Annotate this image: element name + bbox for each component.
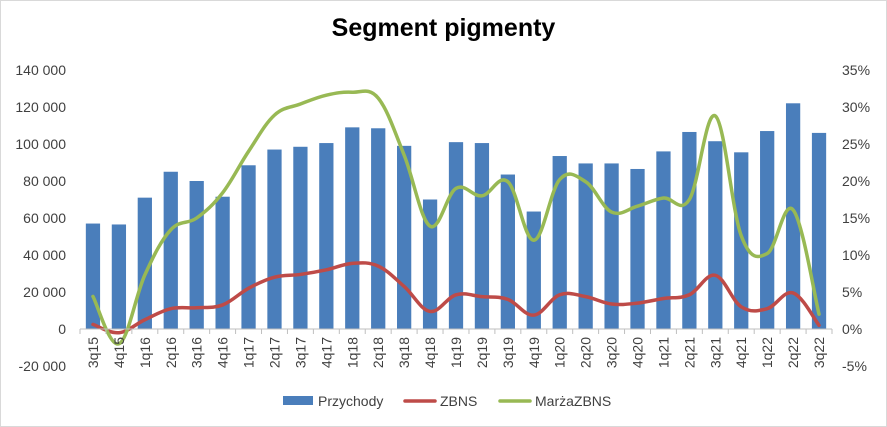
right-axis-tick-label: 25% xyxy=(842,136,870,152)
x-tick-label: 1q20 xyxy=(552,337,568,368)
line-zbns xyxy=(91,261,821,335)
left-axis-tick-label: 20 000 xyxy=(23,284,66,300)
x-tick-label: 4q20 xyxy=(630,337,646,368)
left-axis-tick-label: 60 000 xyxy=(23,210,66,226)
right-axis-tick-label: -5% xyxy=(842,358,867,374)
bar-przychody-1q18 xyxy=(345,127,360,329)
bar-przychody-2q19 xyxy=(474,143,490,329)
x-tick-label: 3q17 xyxy=(292,337,308,368)
x-tick-label: 3q15 xyxy=(85,337,101,368)
x-tick-label: 1q22 xyxy=(759,337,775,368)
bar-przychody-2q16 xyxy=(163,171,178,329)
right-axis-tick-label: 10% xyxy=(842,247,870,263)
line-marżazbns xyxy=(91,89,821,346)
bar-przychody-2q22 xyxy=(785,103,801,329)
x-tick-label: 1q17 xyxy=(241,337,257,368)
x-tick-label: 2q21 xyxy=(681,337,697,368)
bar-przychody-1q17 xyxy=(241,165,256,329)
x-tick-label: 4q21 xyxy=(733,337,749,368)
x-tick-label: 3q21 xyxy=(707,337,723,368)
legend-label-przychody: Przychody xyxy=(318,393,383,409)
x-tick-label: 1q18 xyxy=(344,337,360,368)
bar-przychody-3q19 xyxy=(500,174,515,329)
bar-przychody-3q17 xyxy=(293,146,308,329)
bar-przychody-1q16 xyxy=(137,197,152,329)
right-axis-labels: -5% 0% 5% 10% 15% 20% 25% 30% 35% xyxy=(842,62,870,374)
bar-przychody-4q18 xyxy=(422,199,438,329)
right-axis-tick-label: 30% xyxy=(842,99,870,115)
bar-przychody-3q21 xyxy=(708,141,723,329)
x-tick-label: 4q17 xyxy=(318,337,334,368)
x-tick-label: 4q16 xyxy=(215,337,231,368)
right-axis-tick-label: 5% xyxy=(842,284,862,300)
x-tick-label: 1q19 xyxy=(448,337,464,368)
x-tick-label: 3q18 xyxy=(396,337,412,368)
left-axis-tick-label: 100 000 xyxy=(15,136,66,152)
x-tick-label: 3q16 xyxy=(189,337,205,368)
x-tick-label: 4q18 xyxy=(422,337,438,368)
bar-przychody-3q22 xyxy=(811,132,827,329)
bar-przychody-4q21 xyxy=(734,152,749,329)
x-tick-label: 3q20 xyxy=(604,337,620,368)
bar-przychody-2q18 xyxy=(371,128,386,329)
bar-przychody-3q16 xyxy=(189,181,204,329)
left-axis-tick-label: 0 xyxy=(58,321,66,337)
x-tick-label: 1q21 xyxy=(655,337,671,368)
x-tick-label: 2q19 xyxy=(474,337,490,368)
bar-przychody-3q20 xyxy=(604,163,619,329)
bar-przychody-2q20 xyxy=(578,163,593,329)
x-tick-label: 2q22 xyxy=(785,337,801,368)
line-series-group xyxy=(91,89,821,346)
bar-przychody-4q15 xyxy=(111,224,127,329)
legend: Przychody ZBNS MarżaZBNS xyxy=(283,393,611,409)
right-axis-tick-label: 20% xyxy=(842,173,870,189)
left-axis-tick-label: 120 000 xyxy=(15,99,66,115)
bar-series-przychody xyxy=(85,103,827,329)
left-axis-tick-label: 40 000 xyxy=(23,247,66,263)
x-axis-labels: 3q15 4q15 1q16 2q16 3q16 4q16 1q17 2q17 3q17 4q17… xyxy=(85,337,827,368)
left-axis-tick-label: -20 000 xyxy=(19,358,67,374)
bar-przychody-4q17 xyxy=(319,143,334,329)
x-tick-label: 4q19 xyxy=(526,337,542,368)
bar-przychody-1q20 xyxy=(552,156,567,329)
zero-axis-group xyxy=(79,328,833,334)
left-axis-tick-label: 80 000 xyxy=(23,173,66,189)
x-tick-label: 2q16 xyxy=(163,337,179,368)
bar-przychody-2q21 xyxy=(682,131,697,329)
legend-label-zbns: ZBNS xyxy=(440,393,477,409)
chart-title: Segment pigmenty xyxy=(331,14,556,42)
legend-swatch-przychody xyxy=(283,396,313,405)
left-axis-tick-label: 140 000 xyxy=(15,62,66,78)
bar-przychody-1q19 xyxy=(448,142,464,329)
legend-label-marżazbns: MarżaZBNS xyxy=(535,393,611,409)
x-tick-label: 2q20 xyxy=(578,337,594,368)
bar-przychody-1q21 xyxy=(656,151,671,329)
bar-przychody-1q22 xyxy=(760,131,775,329)
x-tick-label: 3q19 xyxy=(500,337,516,368)
x-tick-label: 2q18 xyxy=(370,337,386,368)
x-tick-label: 2q17 xyxy=(266,337,282,368)
right-axis-tick-label: 15% xyxy=(842,210,870,226)
right-axis-tick-label: 35% xyxy=(842,62,870,78)
x-tick-label: 4q15 xyxy=(111,337,127,368)
bar-przychody-2q17 xyxy=(267,149,282,329)
x-tick-label: 1q16 xyxy=(137,337,153,368)
bar-przychody-4q16 xyxy=(215,196,230,329)
left-axis-labels: -20 000 0 20 000 40 000 60 000 80 000 100 000 1… xyxy=(15,62,66,374)
x-tick-label: 3q22 xyxy=(811,337,827,368)
bar-przychody-4q19 xyxy=(526,211,541,329)
right-axis-tick-label: 0% xyxy=(842,321,862,337)
